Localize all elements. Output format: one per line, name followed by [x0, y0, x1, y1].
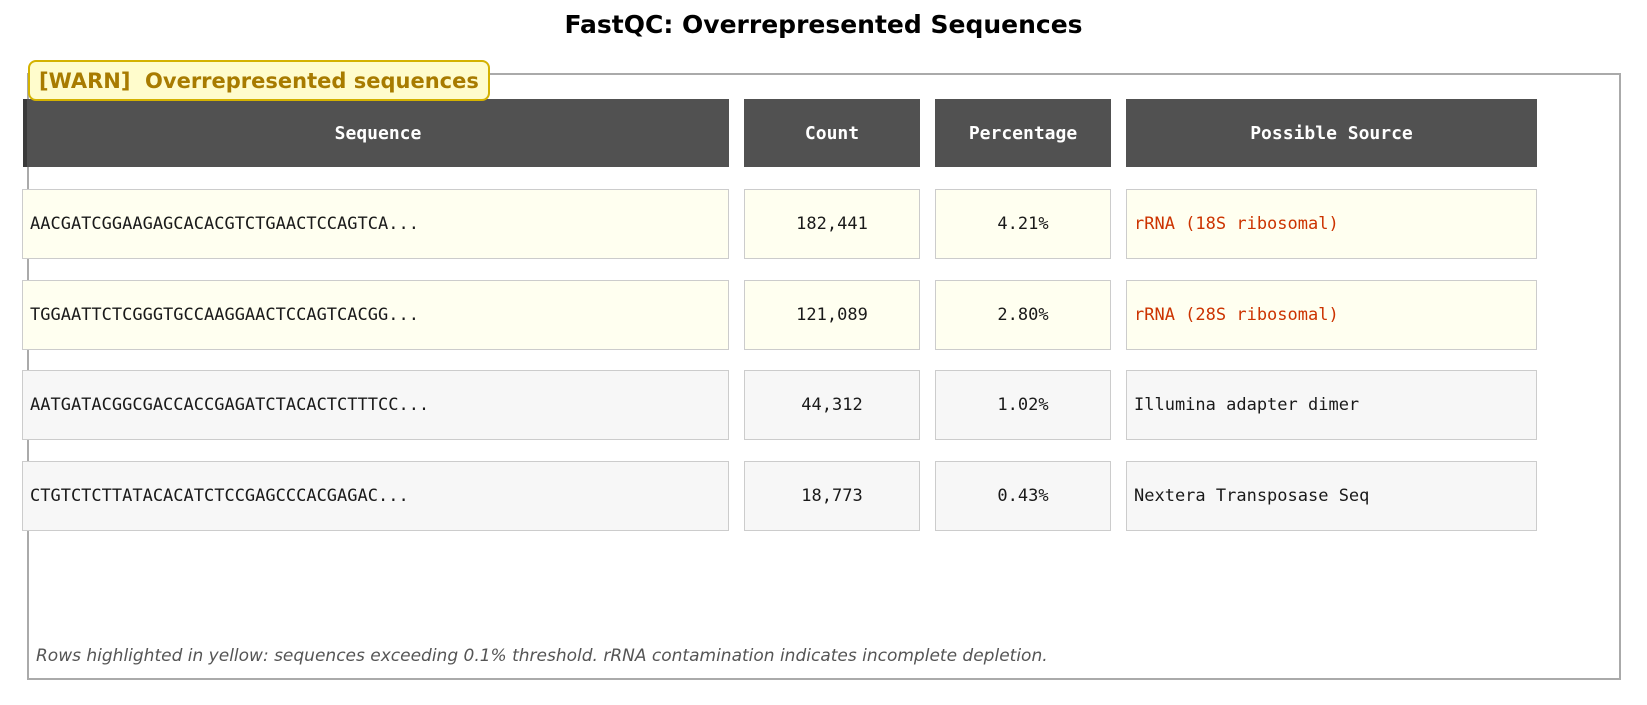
table-row-2-source: Illumina adapter dimer: [1126, 370, 1537, 440]
column-header-count: Count: [744, 99, 920, 167]
table-row-3-percentage: 0.43%: [935, 461, 1111, 531]
table-row-2-percentage: 1.02%: [935, 370, 1111, 440]
table-row-0-source: rRNA (18S ribosomal): [1126, 189, 1537, 259]
status-badge: [WARN] Overrepresented sequences: [28, 60, 490, 101]
table-row-3-source: Nextera Transposase Seq: [1126, 461, 1537, 531]
table-row-1-count: 121,089: [744, 280, 920, 350]
table-row-0-sequence: AACGATCGGAAGAGCACACGTCTGAACTCCAGTCA...: [22, 189, 729, 259]
table-row-3-sequence: CTGTCTCTTATACACATCTCCGAGCCCACGAGAC...: [22, 461, 729, 531]
column-header-possible-source: Possible Source: [1126, 99, 1537, 167]
table-row-0-count: 182,441: [744, 189, 920, 259]
table-row-0-percentage: 4.21%: [935, 189, 1111, 259]
table-row-2-sequence: AATGATACGGCGACCACCGAGATCTACACTCTTTCC...: [22, 370, 729, 440]
page-title: FastQC: Overrepresented Sequences: [564, 10, 1083, 39]
column-header-percentage: Percentage: [935, 99, 1111, 167]
table-row-1-percentage: 2.80%: [935, 280, 1111, 350]
footnote: Rows highlighted in yellow: sequences ex…: [36, 646, 1048, 666]
column-header-sequence: Sequence: [23, 99, 729, 167]
table-row-3-count: 18,773: [744, 461, 920, 531]
table-row-2-count: 44,312: [744, 370, 920, 440]
table-row-1-sequence: TGGAATTCTCGGGTGCCAAGGAACTCCAGTCACGG...: [22, 280, 729, 350]
table-row-1-source: rRNA (28S ribosomal): [1126, 280, 1537, 350]
